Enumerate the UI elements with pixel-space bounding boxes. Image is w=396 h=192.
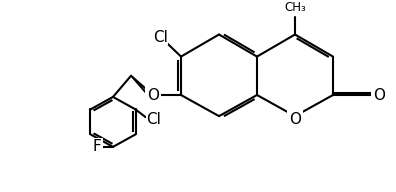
Text: O: O — [373, 88, 385, 103]
Text: O: O — [289, 112, 301, 127]
Text: Cl: Cl — [154, 30, 168, 45]
Text: CH₃: CH₃ — [284, 1, 306, 14]
Text: F: F — [93, 139, 101, 154]
Text: O: O — [147, 88, 159, 103]
Text: Cl: Cl — [146, 113, 161, 127]
